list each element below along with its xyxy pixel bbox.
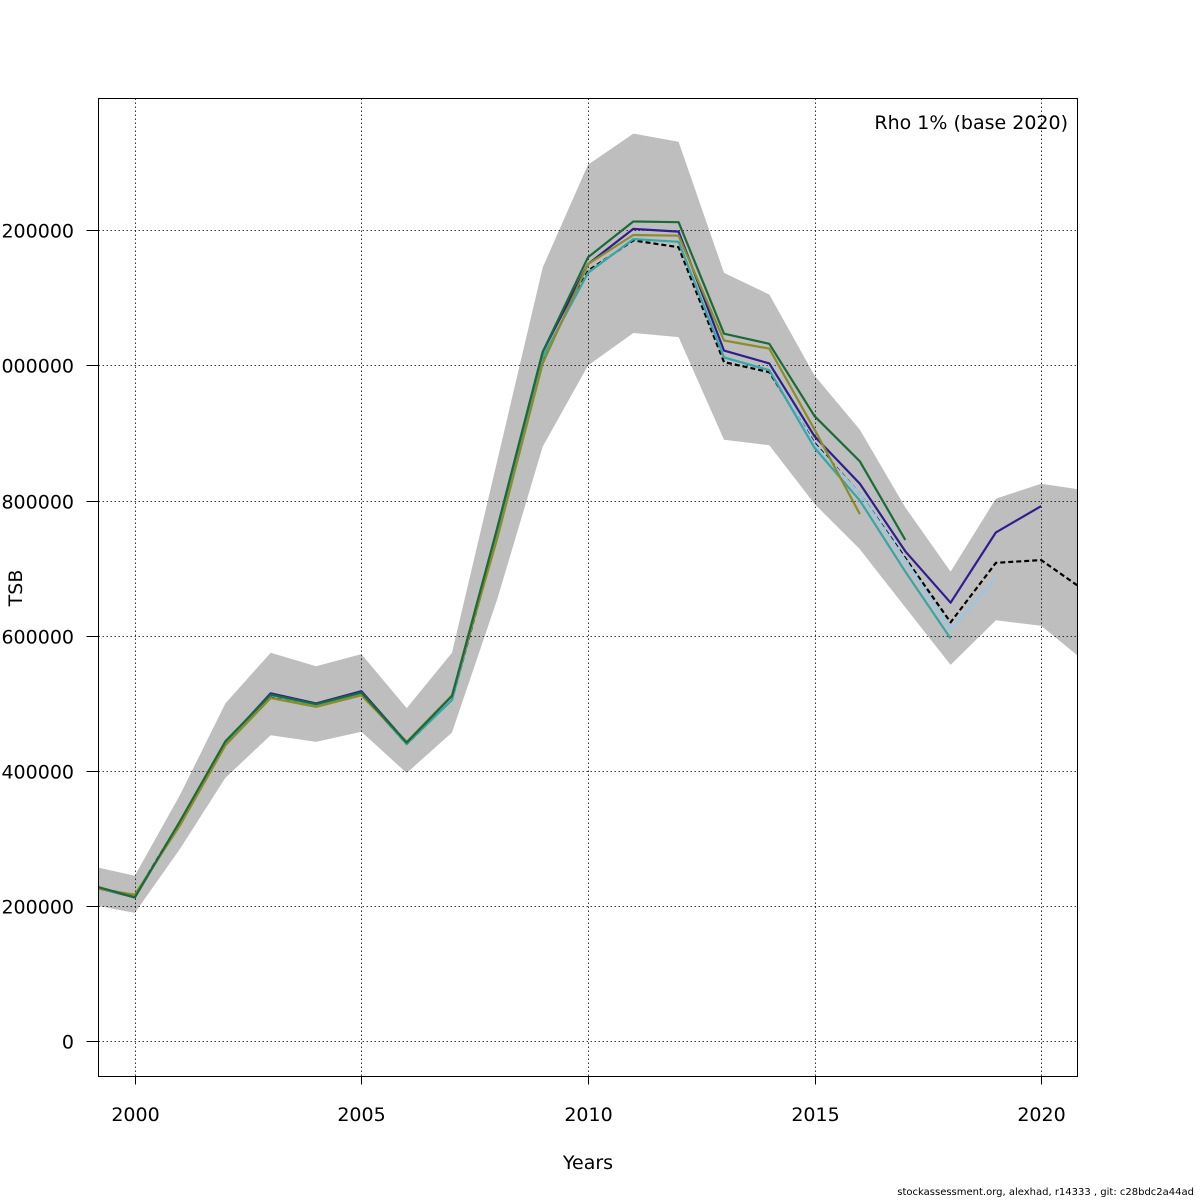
series-line-6: [98, 220, 907, 899]
x-tick-label: 2005: [337, 1104, 385, 1126]
y-axis-ticks: 0 200000 400000 600000 800000 1000000 1200000: [0, 221, 99, 1054]
x-tick-label: 2010: [564, 1104, 612, 1126]
y-tick-label: 1000000: [0, 356, 74, 378]
series-layer: [98, 220, 1078, 899]
confidence-band-layer: [98, 133, 1078, 913]
x-tick-label: 2020: [1017, 1104, 1065, 1126]
x-tick-label: 2000: [111, 1104, 159, 1126]
footer-credit: stockassessment.org, alexhad, r14333 , g…: [897, 1187, 1194, 1198]
y-tick-label: 1200000: [0, 221, 74, 243]
series-line-5: [98, 233, 861, 896]
x-axis-title: Years: [562, 1152, 613, 1174]
confidence-band: [98, 133, 1078, 913]
grid-layer: [98, 98, 1078, 1077]
y-tick-label: 200000: [1, 897, 74, 919]
y-axis-title: TSB: [5, 570, 27, 608]
legend-annotation: Rho 1% (base 2020): [874, 112, 1068, 134]
series-line-4: [98, 238, 952, 898]
x-tick-label: 2015: [791, 1104, 839, 1126]
y-tick-label: 800000: [1, 492, 74, 514]
y-tick-label: 600000: [1, 627, 74, 649]
x-axis-ticks: 2000 2005 2010 2015 2020: [111, 1076, 1066, 1126]
y-tick-label: 0: [62, 1032, 74, 1054]
y-tick-label: 400000: [1, 762, 74, 784]
